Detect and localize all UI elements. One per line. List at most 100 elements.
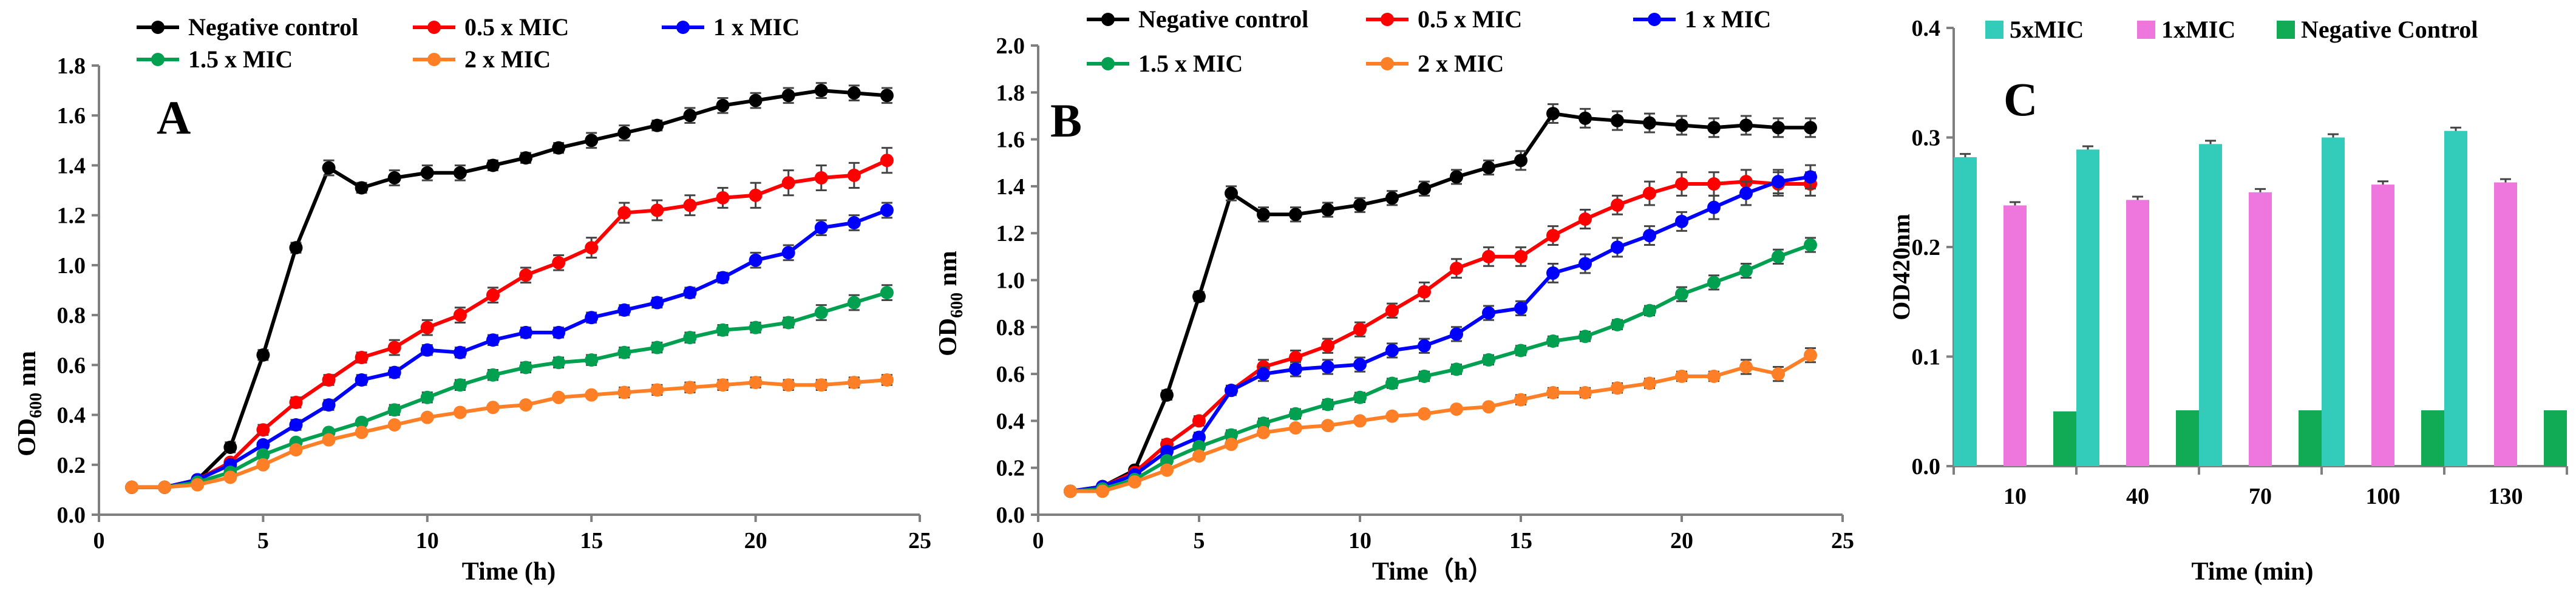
legend-marker-negative-control [151,21,165,34]
legend-label-5xmic: 5xMIC [2010,16,2084,43]
data-point [1353,390,1367,404]
data-point [1192,414,1206,428]
data-point [1192,449,1206,463]
data-point [1289,421,1302,435]
series-1xmic [2003,178,2517,466]
data-point [453,345,467,359]
series-negative-control [125,82,894,494]
data-point [1289,208,1302,222]
data-point [355,181,369,195]
legend-swatch-1xmic [2137,21,2155,39]
bar [2444,130,2467,467]
x-tick-label: 0 [1033,528,1044,554]
data-point [1611,381,1624,395]
data-point [585,241,599,255]
data-point [322,398,336,412]
data-point [650,341,664,354]
x-tick-label: 10 [2003,484,2027,509]
data-point [1707,276,1721,290]
data-point [1546,334,1560,348]
data-point [1611,317,1624,331]
data-point [1514,393,1528,407]
legend-marker-0-5x-mic [1381,13,1394,26]
data-point [1739,186,1753,200]
data-point [1321,398,1334,412]
bar [2322,137,2345,466]
data-point [453,308,467,322]
data-point [781,378,795,392]
y-tick-label: 1.2 [996,221,1025,246]
data-point [716,271,730,285]
data-point [1353,414,1367,428]
x-tick-label: 40 [2126,484,2149,509]
data-point [552,325,566,339]
x-tick-label: 20 [1670,528,1693,554]
data-point [1418,407,1431,421]
legend-label-1-5x-mic: 1.5 x MIC [1138,50,1243,77]
data-point [585,353,599,367]
data-point [617,126,631,140]
data-point [486,288,500,302]
data-point [1160,463,1174,477]
data-point [1385,409,1399,423]
legend-marker-2x-mic [427,53,441,66]
data-point [519,398,533,412]
data-point [1385,344,1399,357]
legend-label-1xmic: 1xMIC [2161,16,2235,43]
data-point [1514,301,1528,315]
series-1-5-x-mic [1064,237,1817,498]
data-point [847,296,861,310]
panel-a-label: A [157,91,191,144]
data-point [1804,170,1817,184]
series-2-x-mic [125,373,894,494]
legend-marker-1-5x-mic [1101,57,1115,70]
data-point [847,216,861,229]
data-point [223,441,237,454]
data-point [1675,287,1688,301]
panel-a-xlabel: Time (h) [462,558,556,586]
y-tick-label: 0.8 [57,303,86,328]
panel-c: 5xMIC 1xMIC Negative Control C OD420nm T… [1888,16,2568,586]
data-point [814,378,828,392]
data-point [1225,428,1238,442]
data-point [749,320,763,334]
data-point [716,191,730,205]
data-point [158,480,172,494]
data-point [519,268,533,282]
data-point [716,378,730,392]
data-point [289,418,303,432]
y-tick-label: 1.0 [996,268,1025,294]
bar [1954,157,1977,466]
data-point [1804,238,1817,252]
data-point [453,378,467,392]
data-point [650,118,664,132]
data-point [256,423,270,437]
data-point [519,325,533,339]
legend-marker-1-5x-mic [151,53,165,66]
data-point [1482,306,1495,320]
data-point [387,403,401,417]
data-point [585,388,599,402]
y-tick-label: 0.6 [996,362,1025,387]
data-point [1096,484,1109,498]
data-point [1321,419,1334,433]
data-point [1707,369,1721,383]
data-point [256,348,270,362]
data-point [486,401,500,415]
data-point [1418,369,1431,383]
data-point [387,171,401,185]
data-point [749,376,763,390]
data-point [1579,212,1592,226]
legend-label-negative-control: Negative control [1138,5,1308,33]
data-point [552,390,566,404]
data-point [1450,402,1463,416]
data-point [1385,303,1399,317]
error-bar [2205,140,2216,144]
legend-label-1x-mic: 1 x MIC [713,13,800,41]
data-point [1257,208,1270,222]
error-bar [2255,188,2266,192]
data-point [847,86,861,100]
data-point [880,286,894,300]
data-point [1643,303,1656,317]
x-tick-label: 10 [1348,528,1371,554]
